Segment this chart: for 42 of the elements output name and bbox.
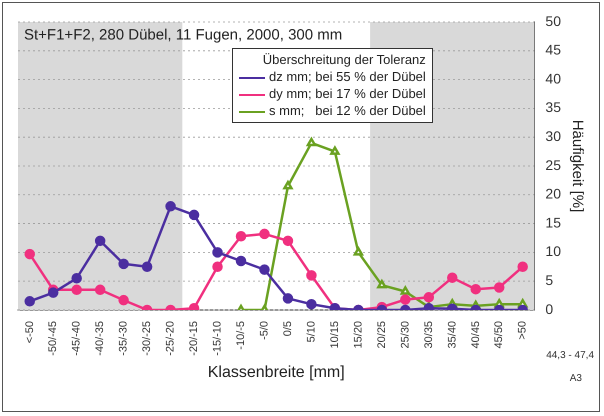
y-tick-label: 30 <box>545 128 562 144</box>
y-tick-label: 15 <box>545 214 562 230</box>
x-tick-label: 10/15 <box>328 320 341 348</box>
x-tick-label: -40/-35 <box>94 320 106 356</box>
x-tick-label: 35/40 <box>446 320 458 348</box>
legend-label: s mm; bei 12 % der Dübel <box>269 103 426 118</box>
x-tick-label: <-50 <box>24 320 36 344</box>
x-tick-label: -35/-30 <box>118 320 130 356</box>
x-tick-label: 15/20 <box>352 320 364 348</box>
x-tick-label: >50 <box>516 320 529 340</box>
y-axis-title: Häufigkeit [%] <box>568 120 586 212</box>
x-tick-label: 20/25 <box>376 320 388 348</box>
y-tick-label: 5 <box>545 272 554 288</box>
x-tick-label: -30/-25 <box>141 320 154 356</box>
y-tick-label: 40 <box>545 70 562 86</box>
x-tick-label: 25/30 <box>399 320 412 348</box>
legend-title: Überschreitung der Toleranz <box>262 51 426 68</box>
y-tick-label: 0 <box>545 300 554 317</box>
x-tick-label: 5/10 <box>305 320 318 342</box>
text: A3 <box>570 373 582 384</box>
y-tick-label: 20 <box>545 186 562 202</box>
x-tick-label: 40/45 <box>470 320 482 348</box>
x-tick-label: -50/-45 <box>47 320 60 356</box>
x-tick-label: -10/-5 <box>235 320 248 350</box>
y-tick-label: 35 <box>545 99 562 116</box>
x-tick-label: 0/5 <box>282 320 294 336</box>
x-tick-label: -15/-10 <box>212 320 224 356</box>
x-tick-label: -5/0 <box>258 320 271 340</box>
y-tick-label: 45 <box>545 42 562 58</box>
legend-label: dy mm; bei 17 % der Dübel <box>269 86 426 101</box>
y-tick-label: 25 <box>545 156 562 173</box>
x-tick-label: -20/-15 <box>188 320 200 356</box>
x-tick-label: 30/35 <box>422 320 435 348</box>
y-tick-label: 50 <box>545 12 562 29</box>
x-tick-label: -45/-40 <box>70 320 83 356</box>
x-axis-title: Klassenbreite [mm] <box>208 364 345 381</box>
chart-title: St+F1+F2, 280 Dübel, 11 Fugen, 2000, 300 mm <box>24 26 342 44</box>
legend-label: dz mm; bei 55 % der Dübel <box>269 69 426 84</box>
y-tick-label: 10 <box>545 243 562 260</box>
text: 44,3 - 47,4 <box>546 350 594 361</box>
x-tick-label: -25/-20 <box>164 320 177 356</box>
x-tick-label: 45/50 <box>493 320 506 348</box>
